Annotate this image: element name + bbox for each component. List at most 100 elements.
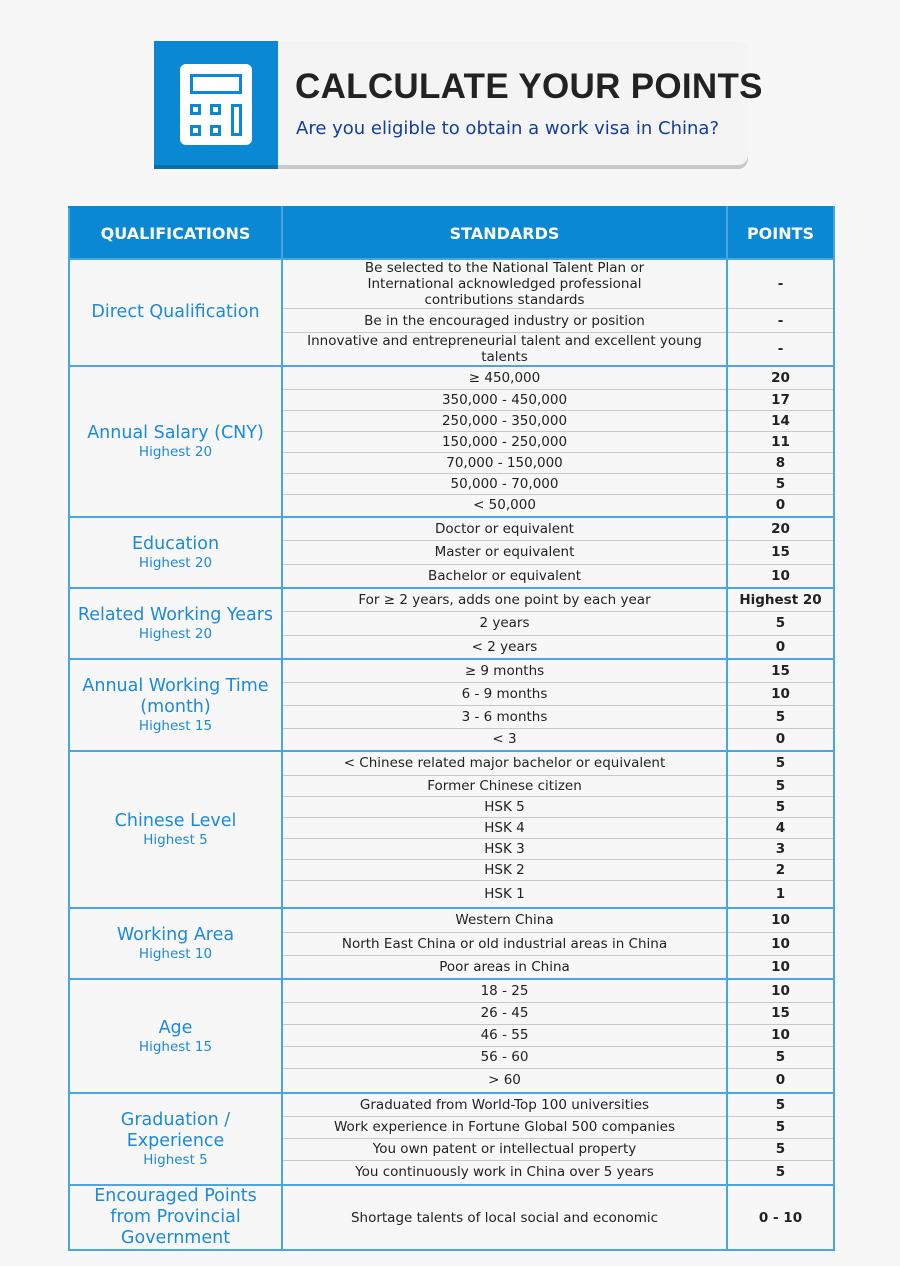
points-cell: 17 — [726, 388, 835, 410]
qualification-name: Annual Working Time (month) — [82, 676, 269, 717]
table-row: Former Chinese citizen 5 — [69, 774, 835, 796]
standard-cell: You continuously work in China over 5 ye… — [281, 1159, 728, 1186]
table-row: 50,000 - 70,000 5 — [69, 472, 835, 494]
table-row: You own patent or intellectual property 5 — [69, 1137, 835, 1160]
standard-cell: Work experience in Fortune Global 500 co… — [281, 1115, 728, 1138]
standard-cell: HSK 3 — [281, 837, 728, 859]
standard-cell: < 2 years — [281, 634, 728, 660]
qualification-max-points: Highest 20 — [138, 626, 213, 642]
qualification-name: Direct Qualification — [91, 302, 260, 322]
table-row: 56 - 60 5 — [69, 1045, 835, 1068]
table-row: Direct Qualification Be selected to the N… — [68, 258, 835, 367]
qualification-max-points: Highest 5 — [143, 832, 208, 848]
qualification-cell: Annual Working Time (month) Highest 15 — [68, 658, 283, 752]
standard-cell: > 60 — [281, 1067, 728, 1094]
standard-cell: 250,000 - 350,000 — [281, 409, 728, 431]
points-cell: Highest 20 — [726, 587, 835, 611]
qualification-max-points: Highest 5 — [143, 1152, 208, 1168]
qualification-max-points: Highest 10 — [138, 946, 213, 962]
table-row: Innovative and entrepreneurial talent an… — [69, 332, 835, 367]
points-cell: 14 — [726, 409, 835, 431]
points-cell: 5 — [726, 1115, 835, 1138]
standard-cell: Be in the encouraged industry or positio… — [281, 308, 728, 333]
qualification-max-points: Highest 15 — [138, 718, 213, 734]
standard-cell: HSK 2 — [281, 858, 728, 880]
table-row: 3 - 6 months 5 — [69, 704, 835, 728]
standard-cell: North East China or old industrial areas… — [281, 931, 728, 955]
page-title: CALCULATE YOUR POINTS — [295, 67, 763, 106]
qualification-cell: Related Working Years Highest 20 — [68, 587, 283, 660]
standard-cell: 50,000 - 70,000 — [281, 472, 728, 494]
table-row: Encouraged Points from Provincial Govern… — [68, 1184, 835, 1251]
qualification-cell: Education Highest 20 — [68, 516, 283, 589]
points-cell: 15 — [726, 539, 835, 564]
table-row: Master or equivalent 15 — [69, 539, 835, 564]
points-cell: 0 - 10 — [726, 1184, 835, 1251]
points-cell: 4 — [726, 816, 835, 838]
table-row: Work experience in Fortune Global 500 co… — [69, 1115, 835, 1138]
points-cell: 11 — [726, 430, 835, 452]
table-row: Chinese Level Highest 5 < Chinese related … — [68, 750, 835, 909]
points-cell: 5 — [726, 610, 835, 635]
qualification-name: Related Working Years — [77, 605, 274, 625]
table-header-row: QUALIFICATIONS STANDARDS POINTS — [68, 206, 835, 260]
points-cell: 10 — [726, 681, 835, 705]
table-row: Age Highest 15 18 - 25 10 — [68, 978, 835, 1094]
points-cell: 20 — [726, 516, 835, 540]
qualification-cell: Annual Salary (CNY) Highest 20 — [68, 365, 283, 518]
standard-cell: 70,000 - 150,000 — [281, 451, 728, 473]
standard-cell: Shortage talents of local social and eco… — [281, 1184, 728, 1251]
standard-cell: < Chinese related major bachelor or equi… — [281, 750, 728, 775]
table-row: 350,000 - 450,000 17 — [69, 388, 835, 410]
table-row: 70,000 - 150,000 8 — [69, 451, 835, 473]
points-cell: - — [726, 308, 835, 333]
points-cell: 8 — [726, 451, 835, 473]
points-cell: 2 — [726, 858, 835, 880]
table-row: Related Working Years Highest 20 For ≥ 2 y… — [68, 587, 835, 660]
standard-cell: 46 - 55 — [281, 1023, 728, 1046]
qualification-name: Encouraged Points from Provincial Govern… — [94, 1186, 257, 1248]
standard-cell: Doctor or equivalent — [281, 516, 728, 540]
standard-cell: For ≥ 2 years, adds one point by each ye… — [281, 587, 728, 611]
standard-cell: Be selected to the National Talent Plan … — [281, 258, 728, 309]
table-row: North East China or old industrial areas… — [69, 931, 835, 955]
column-header-points: POINTS — [726, 206, 835, 260]
column-header-standards: STANDARDS — [281, 206, 728, 260]
qualification-max-points: Highest 20 — [138, 444, 213, 460]
standard-cell: < 3 — [281, 727, 728, 752]
qualification-name: Annual Salary (CNY) — [87, 423, 264, 443]
table-row: 26 - 45 15 — [69, 1001, 835, 1024]
page-subtitle: Are you eligible to obtain a work visa i… — [296, 118, 719, 139]
standard-cell: Bachelor or equivalent — [281, 563, 728, 589]
table-row: 6 - 9 months 10 — [69, 681, 835, 705]
table-row: 150,000 - 250,000 11 — [69, 430, 835, 452]
qualification-name: Working Area — [116, 925, 235, 945]
qualification-name: Graduation / Experience — [120, 1110, 231, 1151]
table-row: < 2 years 0 — [69, 634, 835, 660]
qualification-max-points: Highest 15 — [138, 1038, 213, 1055]
points-cell: 0 — [726, 727, 835, 752]
table-row: Annual Working Time (month) Highest 15 ≥ 9… — [68, 658, 835, 752]
points-cell: 5 — [726, 704, 835, 728]
qualification-cell: Working Area Highest 10 — [68, 907, 283, 980]
table-row: > 60 0 — [69, 1067, 835, 1094]
standard-cell: You own patent or intellectual property — [281, 1137, 728, 1160]
calculator-icon — [180, 64, 252, 145]
header-banner: CALCULATE YOUR POINTS Are you eligible t… — [154, 41, 762, 169]
qualification-cell: Chinese Level Highest 5 — [68, 750, 283, 909]
standard-cell: HSK 5 — [281, 795, 728, 817]
table-row: 2 years 5 — [69, 610, 835, 635]
points-cell: 0 — [726, 1067, 835, 1094]
points-table: QUALIFICATIONS STANDARDS POINTS Direct Q… — [68, 206, 835, 1251]
standard-cell: 6 - 9 months — [281, 681, 728, 705]
qualification-max-points: Highest 20 — [138, 555, 213, 571]
points-cell: - — [726, 332, 835, 367]
points-cell: 0 — [726, 493, 835, 518]
points-cell: 5 — [726, 795, 835, 817]
standard-cell: Western China — [281, 907, 728, 932]
standard-cell: 150,000 - 250,000 — [281, 430, 728, 452]
table-row: 250,000 - 350,000 14 — [69, 409, 835, 431]
